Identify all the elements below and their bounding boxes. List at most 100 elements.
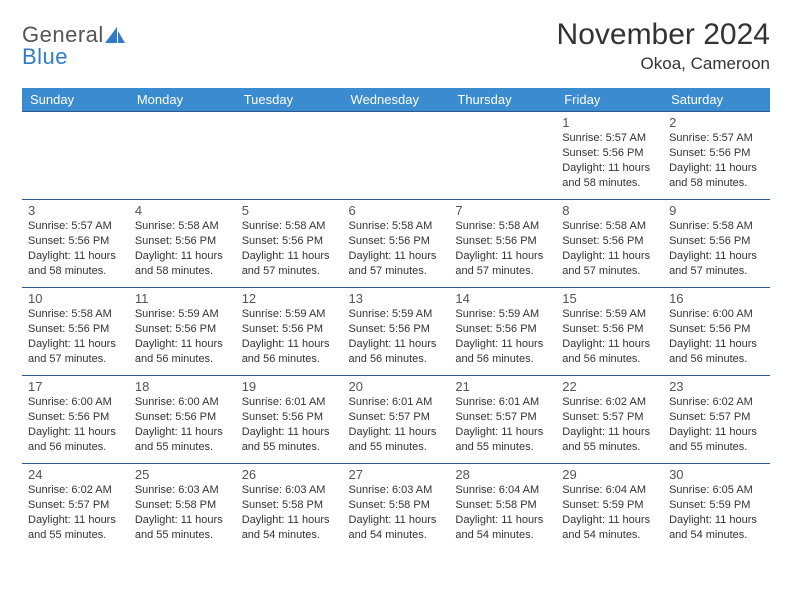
calendar-week-row: 17Sunrise: 6:00 AMSunset: 5:56 PMDayligh… <box>22 376 770 464</box>
sunrise-line: Sunrise: 5:58 AM <box>349 219 444 234</box>
calendar-day-cell: 5Sunrise: 5:58 AMSunset: 5:56 PMDaylight… <box>236 200 343 288</box>
daylight-line: Daylight: 11 hours and 56 minutes. <box>28 425 123 455</box>
calendar-day-cell: 15Sunrise: 5:59 AMSunset: 5:56 PMDayligh… <box>556 288 663 376</box>
sunrise-line: Sunrise: 5:59 AM <box>349 307 444 322</box>
daylight-line: Daylight: 11 hours and 55 minutes. <box>135 425 230 455</box>
calendar-day-cell: 10Sunrise: 5:58 AMSunset: 5:56 PMDayligh… <box>22 288 129 376</box>
calendar-day-cell: 28Sunrise: 6:04 AMSunset: 5:58 PMDayligh… <box>449 464 556 552</box>
sunset-line: Sunset: 5:56 PM <box>349 234 444 249</box>
sunrise-line: Sunrise: 5:58 AM <box>28 307 123 322</box>
calendar-day-cell: 20Sunrise: 6:01 AMSunset: 5:57 PMDayligh… <box>343 376 450 464</box>
title-block: November 2024 Okoa, Cameroon <box>557 18 770 74</box>
sunrise-line: Sunrise: 5:59 AM <box>562 307 657 322</box>
calendar-day-cell: 1Sunrise: 5:57 AMSunset: 5:56 PMDaylight… <box>556 112 663 200</box>
day-number: 17 <box>28 379 123 394</box>
calendar-day-cell: 23Sunrise: 6:02 AMSunset: 5:57 PMDayligh… <box>663 376 770 464</box>
sunset-line: Sunset: 5:56 PM <box>455 234 550 249</box>
logo-word2: Blue <box>22 44 68 69</box>
day-number: 3 <box>28 203 123 218</box>
sunrise-line: Sunrise: 6:02 AM <box>562 395 657 410</box>
calendar-day-cell: 16Sunrise: 6:00 AMSunset: 5:56 PMDayligh… <box>663 288 770 376</box>
weekday-header: Wednesday <box>343 88 450 112</box>
day-number: 5 <box>242 203 337 218</box>
weekday-header: Thursday <box>449 88 556 112</box>
day-number: 30 <box>669 467 764 482</box>
daylight-line: Daylight: 11 hours and 54 minutes. <box>349 513 444 543</box>
sunset-line: Sunset: 5:56 PM <box>242 322 337 337</box>
daylight-line: Daylight: 11 hours and 55 minutes. <box>135 513 230 543</box>
day-number: 28 <box>455 467 550 482</box>
sunrise-line: Sunrise: 5:58 AM <box>562 219 657 234</box>
daylight-line: Daylight: 11 hours and 55 minutes. <box>455 425 550 455</box>
sunset-line: Sunset: 5:56 PM <box>28 234 123 249</box>
daylight-line: Daylight: 11 hours and 56 minutes. <box>135 337 230 367</box>
daylight-line: Daylight: 11 hours and 55 minutes. <box>349 425 444 455</box>
calendar-day-cell: 12Sunrise: 5:59 AMSunset: 5:56 PMDayligh… <box>236 288 343 376</box>
sunset-line: Sunset: 5:57 PM <box>669 410 764 425</box>
day-number: 6 <box>349 203 444 218</box>
day-number: 19 <box>242 379 337 394</box>
sunset-line: Sunset: 5:56 PM <box>669 146 764 161</box>
calendar-day-cell: 14Sunrise: 5:59 AMSunset: 5:56 PMDayligh… <box>449 288 556 376</box>
sunset-line: Sunset: 5:56 PM <box>669 234 764 249</box>
sunset-line: Sunset: 5:56 PM <box>135 410 230 425</box>
daylight-line: Daylight: 11 hours and 56 minutes. <box>455 337 550 367</box>
daylight-line: Daylight: 11 hours and 56 minutes. <box>562 337 657 367</box>
sunrise-line: Sunrise: 5:58 AM <box>242 219 337 234</box>
sunset-line: Sunset: 5:56 PM <box>669 322 764 337</box>
logo: General Blue <box>22 18 126 70</box>
daylight-line: Daylight: 11 hours and 56 minutes. <box>242 337 337 367</box>
day-number: 23 <box>669 379 764 394</box>
sunrise-line: Sunrise: 6:03 AM <box>349 483 444 498</box>
sunset-line: Sunset: 5:58 PM <box>349 498 444 513</box>
day-number: 26 <box>242 467 337 482</box>
calendar-day-cell: 22Sunrise: 6:02 AMSunset: 5:57 PMDayligh… <box>556 376 663 464</box>
sunrise-line: Sunrise: 6:00 AM <box>135 395 230 410</box>
daylight-line: Daylight: 11 hours and 54 minutes. <box>669 513 764 543</box>
sunrise-line: Sunrise: 6:00 AM <box>669 307 764 322</box>
calendar-day-cell: 6Sunrise: 5:58 AMSunset: 5:56 PMDaylight… <box>343 200 450 288</box>
calendar-day-cell <box>449 112 556 200</box>
sunrise-line: Sunrise: 6:03 AM <box>242 483 337 498</box>
sunrise-line: Sunrise: 6:04 AM <box>562 483 657 498</box>
day-number: 27 <box>349 467 444 482</box>
calendar-week-row: 24Sunrise: 6:02 AMSunset: 5:57 PMDayligh… <box>22 464 770 552</box>
sunrise-line: Sunrise: 5:57 AM <box>28 219 123 234</box>
day-number: 2 <box>669 115 764 130</box>
weekday-header: Tuesday <box>236 88 343 112</box>
daylight-line: Daylight: 11 hours and 56 minutes. <box>349 337 444 367</box>
day-number: 10 <box>28 291 123 306</box>
calendar-day-cell <box>22 112 129 200</box>
month-title: November 2024 <box>557 18 770 52</box>
calendar-day-cell: 17Sunrise: 6:00 AMSunset: 5:56 PMDayligh… <box>22 376 129 464</box>
daylight-line: Daylight: 11 hours and 57 minutes. <box>562 249 657 279</box>
day-number: 21 <box>455 379 550 394</box>
daylight-line: Daylight: 11 hours and 55 minutes. <box>562 425 657 455</box>
sunrise-line: Sunrise: 6:05 AM <box>669 483 764 498</box>
sunrise-line: Sunrise: 5:58 AM <box>135 219 230 234</box>
sunset-line: Sunset: 5:56 PM <box>562 234 657 249</box>
calendar-day-cell: 13Sunrise: 5:59 AMSunset: 5:56 PMDayligh… <box>343 288 450 376</box>
daylight-line: Daylight: 11 hours and 55 minutes. <box>669 425 764 455</box>
calendar-day-cell: 25Sunrise: 6:03 AMSunset: 5:58 PMDayligh… <box>129 464 236 552</box>
day-number: 16 <box>669 291 764 306</box>
day-number: 13 <box>349 291 444 306</box>
sunrise-line: Sunrise: 6:00 AM <box>28 395 123 410</box>
day-number: 18 <box>135 379 230 394</box>
calendar-day-cell: 29Sunrise: 6:04 AMSunset: 5:59 PMDayligh… <box>556 464 663 552</box>
header: General Blue November 2024 Okoa, Cameroo… <box>22 18 770 74</box>
calendar-day-cell: 24Sunrise: 6:02 AMSunset: 5:57 PMDayligh… <box>22 464 129 552</box>
day-number: 8 <box>562 203 657 218</box>
calendar-week-row: 1Sunrise: 5:57 AMSunset: 5:56 PMDaylight… <box>22 112 770 200</box>
daylight-line: Daylight: 11 hours and 57 minutes. <box>242 249 337 279</box>
day-number: 4 <box>135 203 230 218</box>
day-number: 20 <box>349 379 444 394</box>
sunset-line: Sunset: 5:56 PM <box>28 410 123 425</box>
daylight-line: Daylight: 11 hours and 58 minutes. <box>135 249 230 279</box>
day-number: 22 <box>562 379 657 394</box>
sunset-line: Sunset: 5:58 PM <box>135 498 230 513</box>
sunrise-line: Sunrise: 6:04 AM <box>455 483 550 498</box>
sunset-line: Sunset: 5:58 PM <box>455 498 550 513</box>
sunset-line: Sunset: 5:57 PM <box>349 410 444 425</box>
calendar-day-cell: 18Sunrise: 6:00 AMSunset: 5:56 PMDayligh… <box>129 376 236 464</box>
